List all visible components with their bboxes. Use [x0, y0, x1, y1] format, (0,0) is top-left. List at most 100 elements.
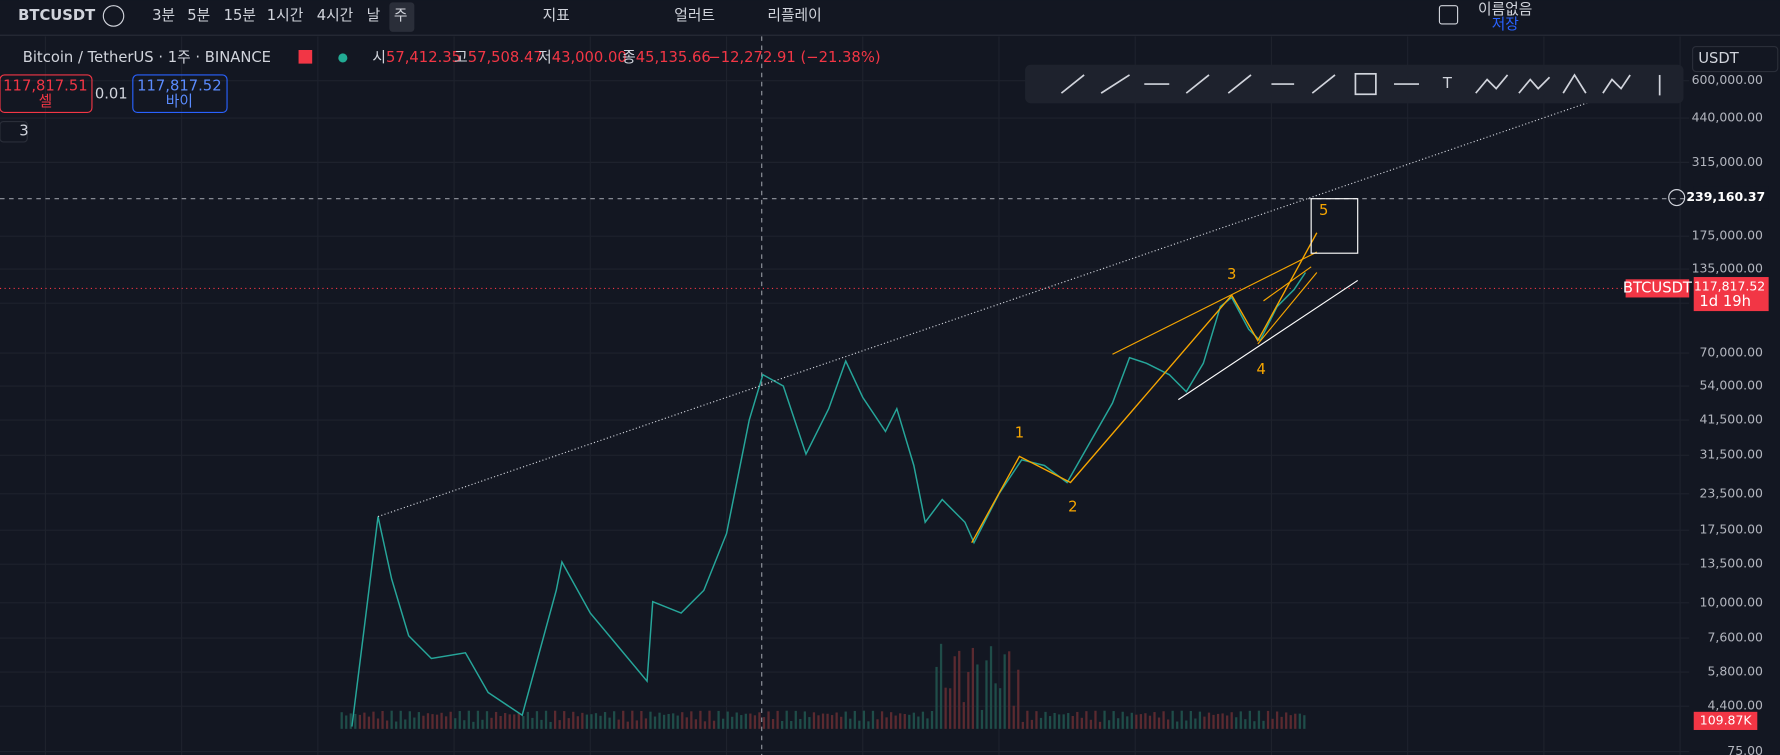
volume-bar — [985, 660, 988, 729]
volume-bar — [949, 688, 952, 729]
volume-bar — [572, 711, 575, 729]
price-label: 54,000.00 — [1700, 378, 1764, 393]
volume-bar — [803, 711, 806, 729]
indicator-count[interactable]: 3 — [19, 123, 28, 140]
save[interactable]: 저장 — [1492, 16, 1520, 33]
volume-bar — [690, 711, 693, 729]
chart-title: Bitcoin / TetherUS · 1주 · BINANCE — [23, 49, 271, 66]
interval[interactable]: 주 — [394, 7, 408, 24]
layout-icon[interactable] — [1438, 5, 1459, 25]
currency-select[interactable] — [1692, 46, 1779, 73]
volume-bar — [1185, 720, 1188, 729]
interval[interactable]: 5분 — [187, 7, 210, 24]
volume-bar — [694, 719, 698, 729]
volume-bar — [971, 647, 975, 729]
volume-bar — [1135, 714, 1138, 729]
volume-bar — [653, 716, 657, 729]
interval-active — [389, 2, 415, 32]
volume-bar — [667, 713, 670, 729]
layout-name[interactable]: 이름없음 — [1478, 1, 1532, 18]
volume-bar — [631, 710, 634, 729]
interval[interactable]: 4시간 — [317, 7, 354, 24]
volume-bar — [649, 711, 652, 729]
interval[interactable]: 날 — [367, 7, 381, 24]
volume-bar — [544, 710, 548, 729]
volume-bar — [1121, 711, 1124, 729]
volume-bar — [435, 714, 439, 729]
wedge-upper — [1263, 266, 1312, 302]
volume-bar — [431, 714, 434, 729]
tool-abc[interactable] — [1602, 74, 1631, 94]
volume-bar — [558, 720, 561, 729]
volume-bar — [1080, 717, 1083, 729]
interval[interactable]: 1시간 — [267, 7, 304, 24]
tool-text[interactable]: T — [1442, 75, 1453, 92]
volume-bar — [708, 710, 711, 729]
volume-bar — [1230, 712, 1233, 729]
add-symbol[interactable] — [102, 5, 125, 27]
volume-bar — [1262, 720, 1265, 729]
tool-rect[interactable] — [1354, 72, 1377, 96]
tool-pattern[interactable] — [1475, 74, 1509, 94]
volume-bar — [917, 716, 920, 729]
volume-bar — [1176, 721, 1179, 729]
tool-ray[interactable] — [1227, 74, 1252, 94]
volume-bar — [1117, 718, 1120, 729]
replay[interactable]: 리플레이 — [767, 7, 821, 24]
add-alert[interactable] — [1668, 189, 1686, 207]
volume-bar — [581, 712, 584, 729]
ohlc-high: 57,508.47 — [468, 49, 543, 66]
sell-button[interactable] — [0, 74, 93, 113]
volume-bar — [1148, 715, 1152, 729]
interval[interactable]: 15분 — [224, 7, 256, 24]
volume-bar — [926, 718, 929, 729]
volume-bar — [508, 714, 511, 729]
tool-fib[interactable] — [1060, 74, 1085, 94]
sell-label: 셀 — [39, 93, 53, 110]
volume-bar — [367, 716, 371, 729]
volume-bar — [912, 712, 915, 729]
volume-tag-bg — [1693, 711, 1758, 730]
wave-label: 4 — [1257, 361, 1266, 378]
volume-bar — [622, 710, 625, 729]
volume-bar — [467, 710, 470, 729]
indicators[interactable]: 지표 — [543, 7, 570, 24]
tool-brush[interactable] — [1100, 74, 1130, 94]
volume-bar — [640, 710, 643, 729]
volume-bar — [840, 716, 843, 729]
volume-bar — [935, 666, 938, 729]
tool-extended[interactable] — [1311, 74, 1336, 94]
price-axis: 600,000.00 440,000.00 315,000.00 175,000.00… — [1692, 72, 1763, 755]
volume-bar — [885, 717, 888, 729]
interval[interactable]: 3분 — [152, 7, 175, 24]
volume-bar — [1189, 710, 1192, 729]
currency[interactable]: USDT — [1698, 50, 1740, 67]
volume-bar — [1126, 716, 1129, 729]
volume-bar — [1139, 714, 1143, 729]
tool-path[interactable] — [1518, 76, 1551, 94]
tool-xabcd[interactable] — [1562, 73, 1587, 94]
volume-bar — [721, 718, 725, 729]
volume-bar — [776, 710, 779, 729]
sell-price: 117,817.51 — [3, 77, 87, 94]
volume-bar — [1212, 714, 1215, 729]
tool-trend[interactable] — [1185, 74, 1210, 94]
volume-bar — [540, 719, 543, 729]
volume-bar — [1044, 711, 1047, 729]
volume-bar — [417, 712, 421, 729]
volume-bar — [1144, 713, 1147, 729]
market-status — [338, 53, 348, 63]
volume-bar — [899, 713, 902, 729]
volume-bar — [522, 716, 525, 729]
volume-bar — [1194, 718, 1197, 729]
symbol[interactable]: BTCUSDT — [18, 7, 95, 24]
volume-bar — [1239, 711, 1242, 729]
ohlc-close-label: 종 — [622, 49, 636, 66]
buy-button[interactable] — [132, 74, 228, 113]
indicator-toggle[interactable] — [0, 120, 28, 143]
flag[interactable] — [298, 49, 313, 64]
alert[interactable]: 얼러트 — [674, 7, 715, 24]
volume-bar — [1235, 717, 1238, 729]
volume-bar — [1071, 715, 1074, 729]
volume-bar — [1253, 721, 1256, 729]
